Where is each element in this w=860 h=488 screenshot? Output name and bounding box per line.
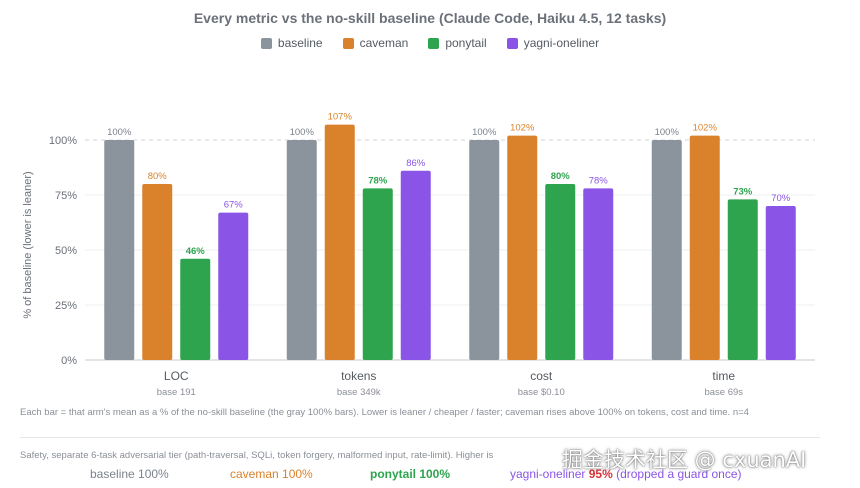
data-label-baseline-tokens: 100%: [290, 127, 315, 138]
y-tick-label: 0%: [61, 355, 77, 367]
data-label-yagni-oneliner-LOC: 67%: [224, 200, 244, 211]
bar-caveman-tokens: [324, 124, 355, 360]
x-tick-label-tokens: tokens: [341, 369, 376, 383]
y-axis-label: % of baseline (lower is leaner): [22, 171, 34, 318]
bar-ponytail-tokens: [362, 188, 393, 360]
bar-yagni-oneliner-LOC: [218, 212, 249, 360]
bar-baseline-LOC: [104, 140, 135, 360]
y-tick-label: 50%: [55, 245, 77, 257]
legend-item-ponytail[interactable]: ponytail: [428, 36, 487, 50]
y-tick-label: 100%: [49, 135, 77, 147]
data-label-caveman-tokens: 107%: [328, 112, 353, 123]
watermark: 掘金技术社区 @ cxuanAI: [562, 448, 807, 472]
x-tick-label-time: time: [712, 369, 735, 383]
data-label-baseline-LOC: 100%: [107, 127, 132, 138]
legend-label-yagni-oneliner: yagni-oneliner: [523, 36, 600, 50]
legend-label-baseline: baseline: [277, 36, 323, 50]
legend-swatch-baseline: [260, 37, 272, 49]
bar-chart: 0% 25% 50% 75% 100% % of baseline (lower is l…: [22, 112, 815, 398]
x-sublabel-tokens: base 349k: [337, 387, 381, 398]
legend-item-baseline[interactable]: baseline: [260, 36, 323, 50]
x-sublabel-time: base 69s: [704, 387, 743, 398]
x-sublabel-cost: base $0.10: [518, 387, 565, 398]
bar-ponytail-LOC: [180, 258, 211, 360]
divider: [20, 437, 820, 438]
y-tick-label: 25%: [55, 300, 77, 312]
data-label-caveman-LOC: 80%: [148, 171, 168, 182]
bar-yagni-oneliner-cost: [583, 188, 614, 360]
data-label-caveman-cost: 102%: [510, 123, 535, 134]
safety-yagni-note: (dropped a guard once): [612, 467, 742, 481]
x-tick-label-cost: cost: [530, 369, 553, 383]
data-label-baseline-time: 100%: [655, 127, 680, 138]
bar-ponytail-time: [727, 199, 758, 360]
chart-footnote: Each bar = that arm's mean as a % of the…: [20, 407, 749, 418]
bar-yagni-oneliner-time: [765, 206, 796, 360]
legend-label-ponytail: ponytail: [445, 36, 487, 50]
chart-title: Every metric vs the no-skill baseline (C…: [193, 10, 667, 26]
data-label-ponytail-tokens: 78%: [368, 175, 388, 186]
safety-yagni-value: 95%: [588, 467, 613, 481]
legend: baseline caveman ponytail yagni-oneliner: [0, 36, 860, 50]
legend-swatch-yagni-oneliner: [506, 37, 518, 49]
data-label-ponytail-cost: 80%: [551, 171, 571, 182]
legend-item-yagni-oneliner[interactable]: yagni-oneliner: [506, 36, 600, 50]
x-tick-label-LOC: LOC: [164, 369, 189, 383]
data-label-yagni-oneliner-tokens: 86%: [406, 158, 426, 169]
bar-baseline-tokens: [286, 140, 317, 360]
safety-scores: baseline 100% caveman 100% ponytail 100%…: [0, 467, 860, 483]
bar-caveman-time: [689, 135, 720, 360]
legend-label-caveman: caveman: [359, 36, 409, 50]
bar-baseline-cost: [469, 140, 500, 360]
bar-ponytail-cost: [545, 184, 576, 360]
y-tick-label: 75%: [55, 190, 77, 202]
legend-item-caveman[interactable]: caveman: [342, 36, 409, 50]
bar-caveman-LOC: [142, 184, 173, 360]
bar-caveman-cost: [507, 135, 538, 360]
legend-swatch-ponytail: [428, 37, 440, 49]
bar-baseline-time: [651, 140, 682, 360]
data-label-ponytail-time: 73%: [733, 186, 753, 197]
safety-baseline: baseline 100%: [90, 467, 169, 481]
data-label-yagni-oneliner-cost: 78%: [589, 175, 609, 186]
x-sublabel-LOC: base 191: [157, 387, 196, 398]
data-label-yagni-oneliner-time: 70%: [771, 193, 791, 204]
data-label-caveman-time: 102%: [693, 123, 718, 134]
legend-swatch-caveman: [342, 37, 354, 49]
safety-ponytail: ponytail 100%: [370, 467, 451, 481]
safety-yagni: yagni-oneliner 95% (dropped a guard once…: [510, 467, 742, 481]
bar-yagni-oneliner-tokens: [400, 170, 431, 360]
safety-caveman: caveman 100%: [230, 467, 313, 481]
data-label-ponytail-LOC: 46%: [186, 246, 206, 257]
safety-caption: Safety, separate 6-task adversarial tier…: [20, 450, 494, 461]
safety-yagni-label: yagni-oneliner: [510, 467, 589, 481]
data-label-baseline-cost: 100%: [472, 127, 497, 138]
